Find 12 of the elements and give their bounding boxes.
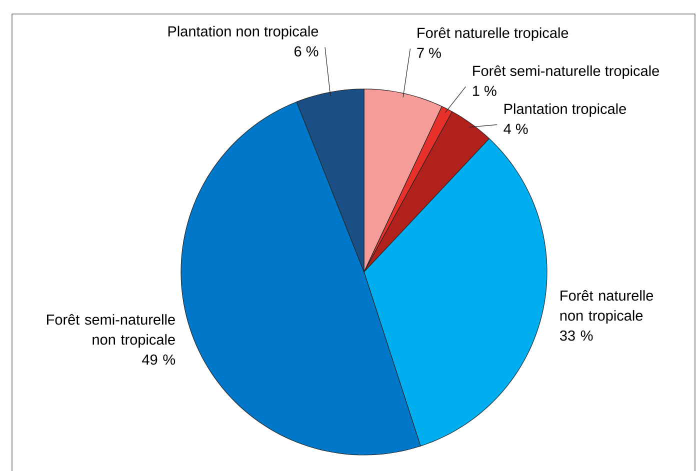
data-label: 33 % xyxy=(560,330,593,341)
slice-label: Forêt naturelle non tropicale xyxy=(560,290,654,324)
slice-label: Forêt semi-naturelle tropicale xyxy=(473,65,659,79)
slice-label: Plantation tropicale xyxy=(504,103,626,117)
slice-label: Plantation non tropicale xyxy=(168,26,318,40)
data-label: 49 % xyxy=(142,354,176,365)
data-label: 7 % xyxy=(417,48,441,58)
slice-label: Forêt naturelle tropicale xyxy=(418,27,568,41)
slice-label: Forêt semi-naturelle non tropicale xyxy=(47,314,175,348)
data-label: 1 % xyxy=(472,86,496,96)
data-label: 4 % xyxy=(504,124,528,134)
data-label: 6 % xyxy=(294,46,318,56)
